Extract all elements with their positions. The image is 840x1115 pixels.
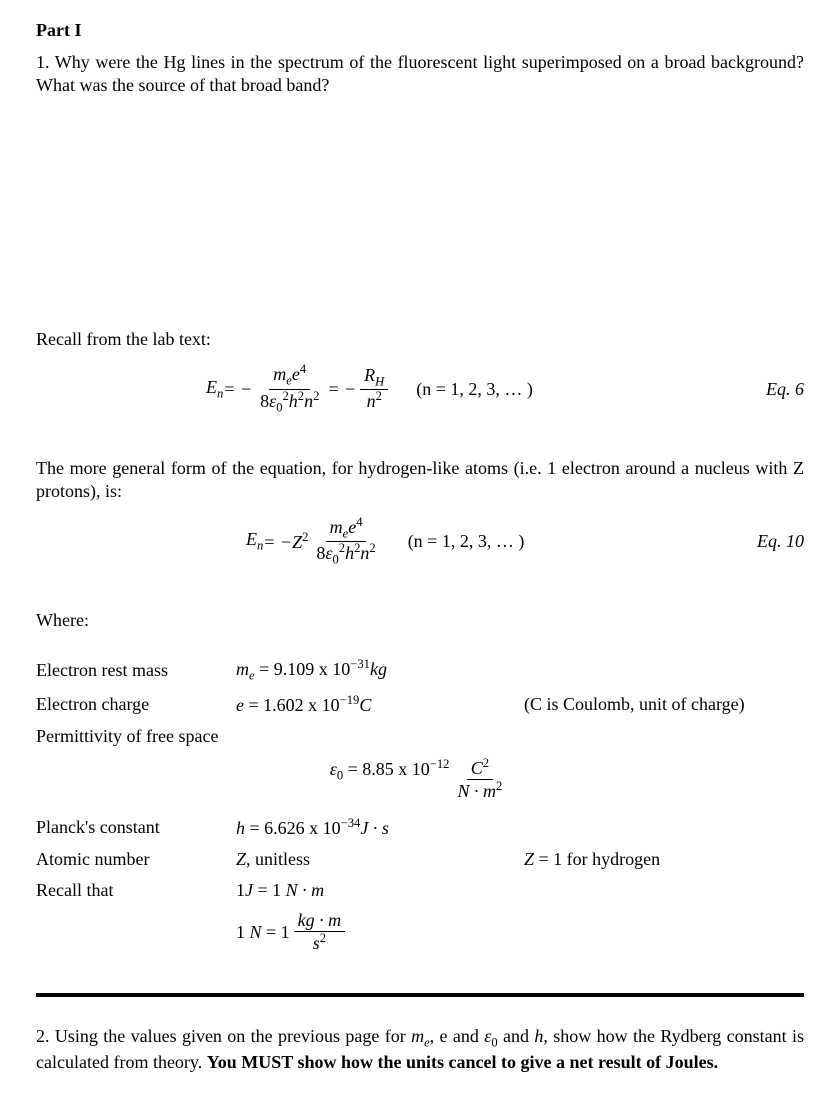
def-me: Electron rest mass me = 9.109 x 10−31kg <box>36 657 804 684</box>
eq10-label: Eq. 10 <box>724 531 804 552</box>
equation-6: En = − mee4 88εε02h2n2 = − RH n2 (n = 1,… <box>36 363 804 415</box>
part-title: Part I <box>36 20 804 41</box>
eq10-frac: mee4 8ε02h2n2 <box>312 516 379 568</box>
where-label: Where: <box>36 610 804 631</box>
para-general-form: The more general form of the equation, f… <box>36 457 804 504</box>
def-newton: 1 N = 1 1 N = 1 kg · m s2 <box>36 911 804 954</box>
eq6-frac2: RH n2 <box>360 366 388 412</box>
section-divider <box>36 993 804 997</box>
def-recall: Recall that 1J = 1 N · m 1J = 1 N · m <box>36 880 804 901</box>
def-eps0: ε0 = 8.85 x 10−12 C2 N · m2 <box>36 757 804 802</box>
def-eps0-label: Permittivity of free space <box>36 726 804 747</box>
def-h: Planck's constant h = 6.626 x 10−34J · s <box>36 816 804 839</box>
question-1: 1. Why were the Hg lines in the spectrum… <box>36 51 804 98</box>
eq6-nrange: (n = 1, 2, 3, … ) <box>416 379 533 400</box>
eq6-frac1: mee4 88εε02h2n2 <box>256 363 323 415</box>
def-e: Electron charge e = 1.602 x 10−19C (C is… <box>36 693 804 716</box>
eq10-lhs: En <box>246 529 263 554</box>
equation-10: En = −Z2 mee4 8ε02h2n2 (n = 1, 2, 3, … )… <box>36 516 804 568</box>
question-2: 2. Using the values given on the previou… <box>36 1025 804 1074</box>
recall-label: Recall from the lab text: <box>36 328 804 351</box>
def-Z: Atomic number Z, unitless Z Z = 1 for hy… <box>36 849 804 870</box>
eq6-lhs: En <box>206 377 223 402</box>
eq6-label: Eq. 6 <box>724 379 804 400</box>
eq10-nrange: (n = 1, 2, 3, … ) <box>408 531 525 552</box>
